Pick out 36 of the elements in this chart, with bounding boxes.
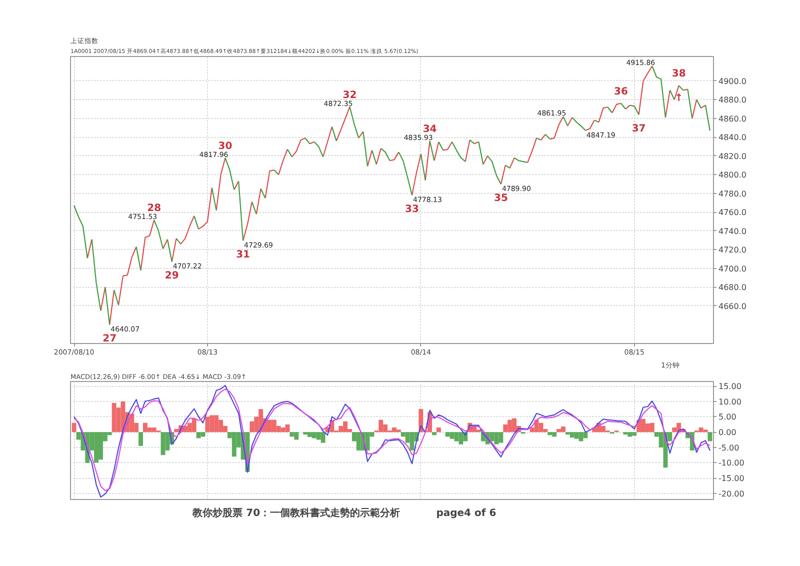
y-tick-label: 4720.0 xyxy=(718,246,746,255)
y-tick-label: 4700.0 xyxy=(718,264,746,274)
y-tick-label: -20.00 xyxy=(718,489,744,498)
annotation: 37 xyxy=(632,124,646,135)
y-tick-label: 15.00 xyxy=(718,382,742,392)
annotation: 27 xyxy=(102,334,117,345)
y-tick-label: 0.00 xyxy=(718,428,736,438)
text: page4 of 6 xyxy=(436,508,496,519)
annotation: 35 xyxy=(494,193,508,204)
y-tick-label: 4880.0 xyxy=(718,96,746,105)
annotation: 36 xyxy=(614,86,628,98)
annotation: 38 xyxy=(672,68,686,80)
y-tick-label: 4680.0 xyxy=(718,283,746,292)
annotation: 34 xyxy=(422,124,437,135)
text: 教你炒股票 70：一個教科書式走勢的示範分析 xyxy=(192,507,400,519)
y-tick-label: 4660.0 xyxy=(718,302,746,311)
annotation: 31 xyxy=(236,250,250,261)
y-tick-label: 4760.0 xyxy=(718,208,746,218)
y-tick-label: -15.00 xyxy=(718,474,744,484)
annotation: 32 xyxy=(342,90,357,101)
y-tick-label: 4740.0 xyxy=(718,226,746,236)
y-tick-label: 4780.0 xyxy=(718,189,746,198)
y-tick-label: 4800.0 xyxy=(718,170,746,180)
y-tick-label: -5.00 xyxy=(718,443,740,452)
y-tick-label: 4840.0 xyxy=(718,133,746,142)
y-tick-label: 4820.0 xyxy=(718,152,746,161)
annotation: 33 xyxy=(405,204,420,216)
annotation: 29 xyxy=(164,270,179,282)
annotation: 30 xyxy=(218,140,232,152)
annotation: 28 xyxy=(147,203,162,214)
y-tick-label: 10.00 xyxy=(718,397,742,406)
y-tick-label: 4900.0 xyxy=(718,76,746,86)
y-tick-label: 4860.0 xyxy=(718,114,746,124)
y-tick-label: 5.00 xyxy=(718,412,736,422)
y-tick-label: -10.00 xyxy=(718,458,744,468)
annotation: ↑ xyxy=(674,93,684,104)
